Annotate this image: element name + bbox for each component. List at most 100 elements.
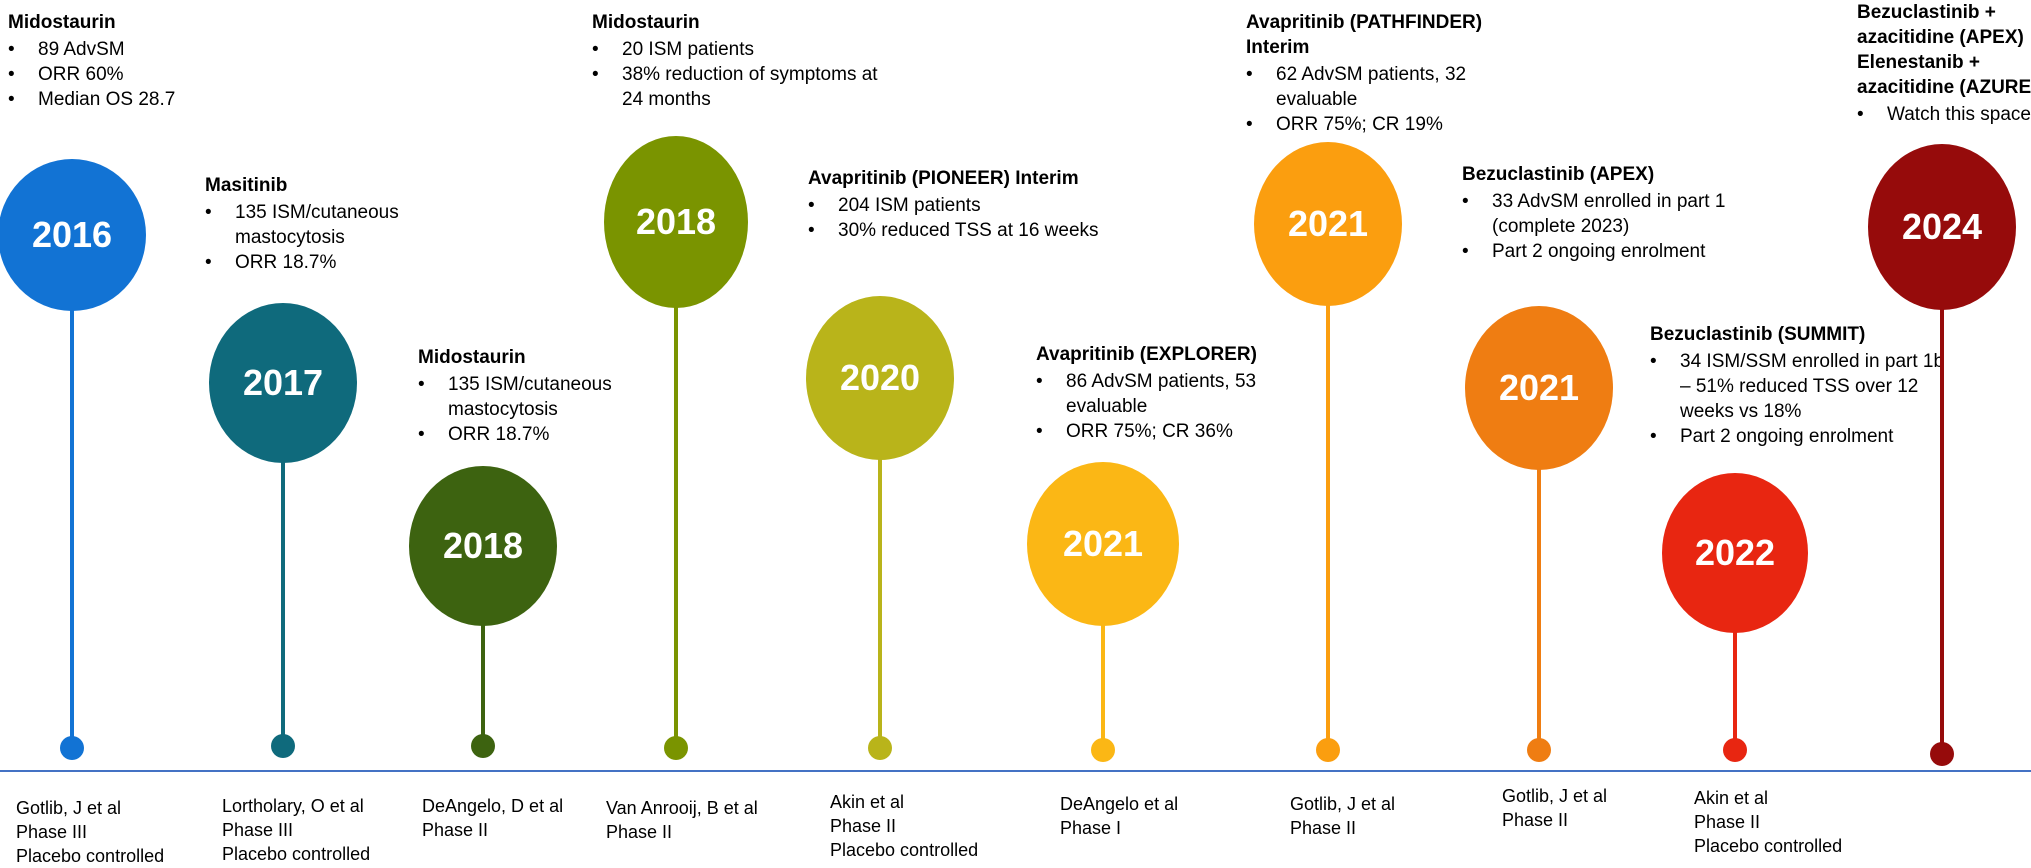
milestone-dot: [868, 736, 892, 760]
reference-line: Phase II: [1502, 810, 1569, 830]
study-bullet: Median OS 28.7: [8, 87, 208, 112]
milestone-dot: [1527, 738, 1551, 762]
study-title: Bezuclastinib (APEX): [1462, 164, 1655, 185]
study-bullets: 135 ISM/cutaneous mastocytosisORR 18.7%: [205, 200, 435, 275]
reference-line: Van Anrooij, B et al: [606, 798, 758, 818]
study-title: Avapritinib (EXPLORER): [1036, 344, 1257, 365]
reference-line: Placebo controlled: [16, 846, 165, 866]
milestone-dot: [1723, 738, 1747, 762]
year-bubble: 2017: [209, 303, 357, 463]
study-info: Midostaurin 89 AdvSMORR 60%Median OS 28.7: [8, 10, 208, 112]
reference-line: Phase II: [830, 816, 897, 836]
reference-line: Phase II: [1694, 812, 1761, 832]
reference-line: Placebo controlled: [1694, 836, 1843, 856]
study-reference: DeAngelo et al Phase I: [1060, 792, 1178, 840]
study-bullet: 86 AdvSM patients, 53 evaluable: [1036, 369, 1316, 419]
study-bullet: ORR 18.7%: [418, 422, 648, 447]
study-bullets: 33 AdvSM enrolled in part 1 (complete 20…: [1462, 189, 1742, 264]
study-bullets: 204 ISM patients30% reduced TSS at 16 we…: [808, 193, 1108, 243]
study-bullet: 89 AdvSM: [8, 37, 208, 62]
milestone-stem: [1326, 224, 1330, 750]
reference-line: Phase II: [422, 820, 489, 840]
study-title: Midostaurin: [8, 12, 116, 33]
milestone-dot: [664, 736, 688, 760]
study-bullets: 20 ISM patients38% reduction of symptoms…: [592, 37, 892, 112]
study-reference: DeAngelo, D et al Phase II: [422, 794, 563, 842]
study-info: Midostaurin 135 ISM/cutaneous mastocytosi…: [418, 345, 648, 447]
reference-line: Phase III: [222, 820, 294, 840]
study-bullets: 89 AdvSMORR 60%Median OS 28.7: [8, 37, 208, 112]
year-bubble: 2021: [1027, 462, 1179, 626]
milestone-dot: [60, 736, 84, 760]
study-reference: Lortholary, O et al Phase III Placebo cont…: [222, 794, 370, 866]
study-bullet: 135 ISM/cutaneous mastocytosis: [205, 200, 435, 250]
study-title: Bezuclastinib (SUMMIT): [1650, 324, 1866, 345]
study-title: Midostaurin: [418, 347, 526, 368]
timeline-axis: [0, 770, 2031, 772]
study-reference: Akin et al Phase II Placebo controlled: [830, 790, 978, 862]
reference-line: Akin et al: [1694, 788, 1769, 808]
study-bullets: 86 AdvSM patients, 53 evaluableORR 75%; …: [1036, 369, 1316, 444]
milestone-dot: [471, 734, 495, 758]
reference-line: Phase II: [606, 822, 673, 842]
reference-line: Gotlib, J et al: [1290, 794, 1396, 814]
milestone-stem: [281, 383, 285, 746]
study-bullets: 135 ISM/cutaneous mastocytosisORR 18.7%: [418, 372, 648, 447]
study-reference: Akin et al Phase II Placebo controlled: [1694, 786, 1842, 858]
study-reference: Van Anrooij, B et al Phase II: [606, 796, 758, 844]
year-bubble: 2021: [1465, 306, 1613, 470]
year-bubble: 2018: [409, 466, 557, 626]
study-bullet: 62 AdvSM patients, 32 evaluable: [1246, 62, 1506, 112]
reference-line: Lortholary, O et al: [222, 796, 364, 816]
year-bubble: 2021: [1254, 142, 1402, 306]
milestone-dot: [1316, 738, 1340, 762]
study-title: Avapritinib (PATHFINDER) Interim: [1246, 12, 1483, 58]
reference-line: Gotlib, J et al: [16, 798, 122, 818]
study-bullet: ORR 60%: [8, 62, 208, 87]
study-reference: Gotlib, J et al Phase II: [1502, 784, 1607, 832]
study-bullet: 30% reduced TSS at 16 weeks: [808, 218, 1108, 243]
study-title: Masitinib: [205, 175, 288, 196]
milestone-stem: [70, 235, 74, 748]
study-bullets: 62 AdvSM patients, 32 evaluableORR 75%; …: [1246, 62, 1506, 137]
study-info: Avapritinib (PATHFINDER) Interim62 AdvSM…: [1246, 10, 1506, 137]
study-bullet: Part 2 ongoing enrolment: [1462, 239, 1742, 264]
study-bullet: ORR 18.7%: [205, 250, 435, 275]
study-bullet: ORR 75%; CR 36%: [1036, 419, 1316, 444]
study-title: Avapritinib (PIONEER) Interim: [808, 168, 1079, 189]
study-bullet: 34 ISM/SSM enrolled in part 1b – 51% red…: [1650, 349, 1950, 424]
year-bubble: 2018: [604, 136, 748, 308]
year-bubble: 2020: [806, 296, 954, 460]
study-info: Avapritinib (EXPLORER) 86 AdvSM patients,…: [1036, 342, 1316, 444]
study-bullet: 38% reduction of symptoms at 24 months: [592, 62, 892, 112]
study-info: Bezuclastinib + azacitidine (APEX) Elene…: [1857, 0, 2031, 127]
study-bullets: Watch this space: [1857, 102, 2031, 127]
study-bullet: 204 ISM patients: [808, 193, 1108, 218]
study-bullet: 20 ISM patients: [592, 37, 892, 62]
reference-line: Gotlib, J et al: [1502, 786, 1608, 806]
study-bullet: Part 2 ongoing enrolment: [1650, 424, 1950, 449]
study-reference: Gotlib, J et al Phase II: [1290, 792, 1395, 840]
study-info: Bezuclastinib (SUMMIT) 34 ISM/SSM enrolle…: [1650, 322, 1950, 449]
study-bullet: 33 AdvSM enrolled in part 1 (complete 20…: [1462, 189, 1742, 239]
study-info: Avapritinib (PIONEER) Interim 204 ISM pat…: [808, 166, 1108, 243]
year-bubble: 2022: [1662, 473, 1808, 633]
reference-line: Phase I: [1060, 818, 1122, 838]
reference-line: Placebo controlled: [830, 840, 979, 860]
reference-line: Placebo controlled: [222, 844, 371, 864]
year-bubble: 2016: [0, 159, 146, 311]
study-bullet: 135 ISM/cutaneous mastocytosis: [418, 372, 648, 422]
study-bullet: Watch this space: [1857, 102, 2031, 127]
milestone-dot: [1091, 738, 1115, 762]
study-info: Bezuclastinib (APEX) 33 AdvSM enrolled in…: [1462, 162, 1742, 264]
milestone-stem: [1940, 227, 1944, 754]
milestone-dot: [1930, 742, 1954, 766]
year-bubble: 2024: [1868, 144, 2016, 310]
reference-line: Phase II: [1290, 818, 1357, 838]
milestone-stem: [674, 222, 678, 748]
study-title: Midostaurin: [592, 12, 700, 33]
study-info: Masitinib 135 ISM/cutaneous mastocytosisO…: [205, 173, 435, 275]
study-reference: Gotlib, J et al Phase III Placebo controll…: [16, 796, 164, 868]
milestone-stem: [1733, 553, 1737, 750]
